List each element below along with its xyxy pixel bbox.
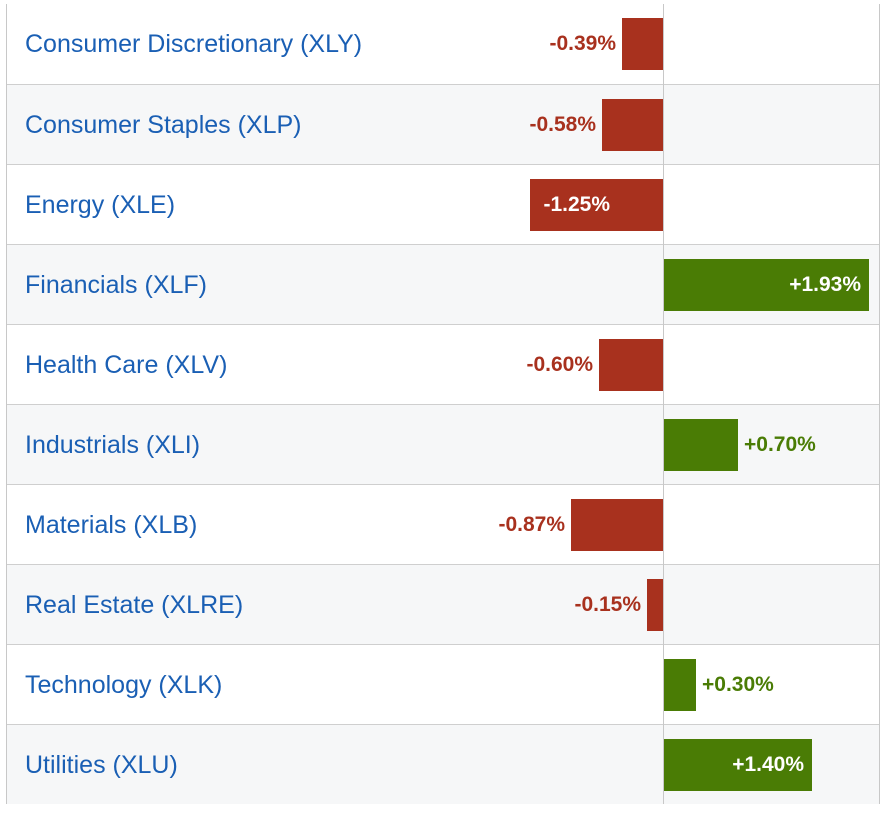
- sector-link[interactable]: Technology (XLK): [25, 671, 223, 699]
- sector-row-consumer-discretionary: Consumer Discretionary (XLY) -0.39%: [7, 4, 879, 84]
- value-label: -0.58%: [529, 113, 596, 136]
- sector-row-health-care: Health Care (XLV) -0.60%: [7, 324, 879, 404]
- value-label: +0.30%: [702, 673, 774, 696]
- value-label: -0.60%: [526, 353, 593, 376]
- sector-row-energy: Energy (XLE) -1.25%: [7, 164, 879, 244]
- value-label: -0.15%: [574, 593, 641, 616]
- sector-row-industrials: Industrials (XLI) +0.70%: [7, 404, 879, 484]
- sector-performance-table: Consumer Discretionary (XLY) -0.39% Consum…: [6, 4, 880, 804]
- sector-row-materials: Materials (XLB) -0.87%: [7, 484, 879, 564]
- value-bar: [602, 99, 663, 151]
- sector-link[interactable]: Materials (XLB): [25, 511, 198, 539]
- sector-link[interactable]: Industrials (XLI): [25, 431, 201, 459]
- value-label: -1.25%: [543, 193, 610, 216]
- value-bar: [571, 499, 663, 551]
- sector-link[interactable]: Consumer Discretionary (XLY): [25, 30, 363, 58]
- sector-link[interactable]: Real Estate (XLRE): [25, 591, 244, 619]
- value-bar: [664, 739, 812, 791]
- sector-row-consumer-staples: Consumer Staples (XLP) -0.58%: [7, 84, 879, 164]
- value-bar: [599, 339, 663, 391]
- value-label: +1.93%: [789, 273, 861, 296]
- sector-link[interactable]: Health Care (XLV): [25, 351, 228, 379]
- sector-link[interactable]: Utilities (XLU): [25, 751, 178, 779]
- value-label: +0.70%: [744, 433, 816, 456]
- value-bar: [622, 18, 663, 70]
- sector-link[interactable]: Financials (XLF): [25, 271, 207, 299]
- sector-link[interactable]: Energy (XLE): [25, 191, 176, 219]
- value-label: -0.39%: [549, 32, 616, 55]
- value-bar: [664, 259, 869, 311]
- value-bar: [664, 659, 696, 711]
- value-bar: [530, 179, 663, 231]
- sector-row-financials: Financials (XLF) +1.93%: [7, 244, 879, 324]
- sector-link[interactable]: Consumer Staples (XLP): [25, 111, 302, 139]
- sector-row-utilities: Utilities (XLU) +1.40%: [7, 724, 879, 804]
- value-label: +1.40%: [732, 753, 804, 776]
- value-bar: [664, 419, 738, 471]
- value-label: -0.87%: [498, 513, 565, 536]
- zero-axis-line: [663, 4, 664, 804]
- value-bar: [647, 579, 663, 631]
- sector-row-technology: Technology (XLK) +0.30%: [7, 644, 879, 724]
- sector-row-real-estate: Real Estate (XLRE) -0.15%: [7, 564, 879, 644]
